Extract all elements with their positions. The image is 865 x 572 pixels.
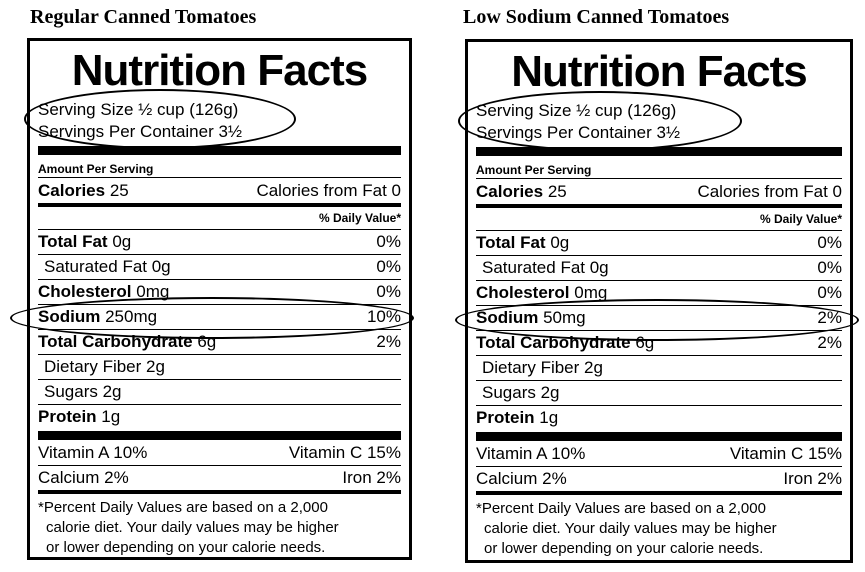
- footnote-line-2: calorie diet. Your daily values may be h…: [46, 519, 339, 536]
- protein-value: 1g: [101, 407, 121, 426]
- cholesterol-dv: 0%: [817, 283, 842, 302]
- minerals-row: Calcium 2% Iron 2%: [38, 467, 401, 489]
- protein-label: Protein: [38, 407, 97, 426]
- total-fat-label: Total Fat: [476, 233, 546, 252]
- sodium-highlight-ellipse: [10, 297, 414, 339]
- thick-divider: [476, 432, 842, 441]
- saturated-fat-label: Saturated Fat 0g: [44, 257, 171, 276]
- footnote-line-3: or lower depending on your calorie needs…: [46, 539, 326, 556]
- cholesterol-dv: 0%: [376, 282, 401, 301]
- divider: [38, 465, 401, 466]
- calories-value: 25: [547, 182, 567, 201]
- footnote-line-2: calorie diet. Your daily values may be h…: [484, 520, 777, 537]
- divider: [476, 255, 842, 256]
- cholesterol-value: 0mg: [574, 283, 608, 302]
- saturated-fat-row: Saturated Fat 0g 0%: [476, 257, 842, 279]
- dietary-fiber: Dietary Fiber 2g: [482, 358, 603, 377]
- divider: [476, 380, 842, 381]
- thick-divider: [38, 431, 401, 440]
- mid-divider: [38, 490, 401, 494]
- cholesterol-row: Cholesterol 0mg 0%: [38, 281, 401, 303]
- divider: [476, 230, 842, 231]
- daily-value-header: % Daily Value*: [759, 212, 842, 226]
- divider: [38, 404, 401, 405]
- nutrition-facts-title: Nutrition Facts: [71, 46, 368, 95]
- protein-row: Protein 1g: [476, 407, 842, 429]
- iron: Iron 2%: [342, 468, 401, 487]
- divider: [38, 354, 401, 355]
- protein-row: Protein 1g: [38, 406, 401, 428]
- carbohydrate-dv: 2%: [376, 332, 401, 351]
- total-fat-row: Total Fat 0g 0%: [476, 232, 842, 254]
- total-fat-dv: 0%: [817, 233, 842, 252]
- saturated-fat-row: Saturated Fat 0g 0%: [38, 256, 401, 278]
- vitamin-a: Vitamin A 10%: [38, 443, 148, 462]
- calories-from-fat: Calories from Fat 0: [697, 182, 842, 201]
- total-fat-row: Total Fat 0g 0%: [38, 231, 401, 253]
- sugars: Sugars 2g: [44, 382, 122, 401]
- amount-per-serving: Amount Per Serving: [476, 163, 592, 177]
- calories-from-fat: Calories from Fat 0: [256, 181, 401, 200]
- minerals-row: Calcium 2% Iron 2%: [476, 468, 842, 490]
- low-sodium-tomatoes-panel: Low Sodium Canned Tomatoes Nutrition Fac…: [433, 0, 865, 572]
- sodium-highlight-ellipse: [455, 299, 859, 341]
- divider: [476, 280, 842, 281]
- dietary-fiber: Dietary Fiber 2g: [44, 357, 165, 376]
- divider: [476, 178, 842, 179]
- saturated-fat-dv: 0%: [817, 258, 842, 277]
- carbohydrate-dv: 2%: [817, 333, 842, 352]
- cholesterol-label: Cholesterol: [476, 283, 570, 302]
- thick-divider: [476, 147, 842, 156]
- protein-value: 1g: [539, 408, 559, 427]
- cholesterol-value: 0mg: [136, 282, 170, 301]
- mid-divider: [476, 491, 842, 495]
- panel-heading: Regular Canned Tomatoes: [30, 6, 257, 28]
- total-fat-dv: 0%: [376, 232, 401, 251]
- divider: [38, 379, 401, 380]
- serving-highlight-ellipse: [24, 89, 296, 149]
- serving-highlight-ellipse: [458, 91, 742, 151]
- divider: [38, 177, 401, 178]
- total-fat-label: Total Fat: [38, 232, 108, 251]
- calories-value: 25: [109, 181, 129, 200]
- iron: Iron 2%: [783, 469, 842, 488]
- calories-row: Calories 25 Calories from Fat 0: [476, 181, 842, 203]
- calcium: Calcium 2%: [476, 469, 567, 488]
- divider: [476, 466, 842, 467]
- calories-row: Calories 25 Calories from Fat 0: [38, 180, 401, 202]
- vitamin-a: Vitamin A 10%: [476, 444, 586, 463]
- saturated-fat-label: Saturated Fat 0g: [482, 258, 609, 277]
- cholesterol-row: Cholesterol 0mg 0%: [476, 282, 842, 304]
- calories-label: Calories: [38, 181, 106, 200]
- vitamins-row: Vitamin A 10% Vitamin C 15%: [38, 442, 401, 464]
- divider: [38, 229, 401, 230]
- amount-per-serving: Amount Per Serving: [38, 162, 154, 176]
- vitamin-c: Vitamin C 15%: [729, 444, 842, 463]
- saturated-fat-dv: 0%: [376, 257, 401, 276]
- total-fat-value: 0g: [112, 232, 132, 251]
- calories-label: Calories: [476, 182, 544, 201]
- footnote-line-1: *Percent Daily Values are based on a 2,0…: [38, 499, 328, 516]
- cholesterol-label: Cholesterol: [38, 282, 132, 301]
- total-fat-value: 0g: [550, 233, 570, 252]
- panel-heading: Low Sodium Canned Tomatoes: [463, 6, 730, 28]
- regular-tomatoes-panel: Regular Canned Tomatoes Nutrition Facts …: [0, 0, 430, 572]
- mid-divider: [38, 203, 401, 207]
- nutrition-facts-title: Nutrition Facts: [511, 47, 807, 96]
- vitamin-c: Vitamin C 15%: [288, 443, 401, 462]
- divider: [38, 254, 401, 255]
- footnote-line-1: *Percent Daily Values are based on a 2,0…: [476, 500, 766, 517]
- mid-divider: [476, 204, 842, 208]
- vitamins-row: Vitamin A 10% Vitamin C 15%: [476, 443, 842, 465]
- daily-value-header: % Daily Value*: [318, 211, 401, 225]
- divider: [476, 355, 842, 356]
- divider: [38, 279, 401, 280]
- divider: [476, 405, 842, 406]
- thick-divider: [38, 146, 401, 155]
- footnote-line-3: or lower depending on your calorie needs…: [484, 540, 764, 557]
- protein-label: Protein: [476, 408, 535, 427]
- calcium: Calcium 2%: [38, 468, 129, 487]
- sugars: Sugars 2g: [482, 383, 560, 402]
